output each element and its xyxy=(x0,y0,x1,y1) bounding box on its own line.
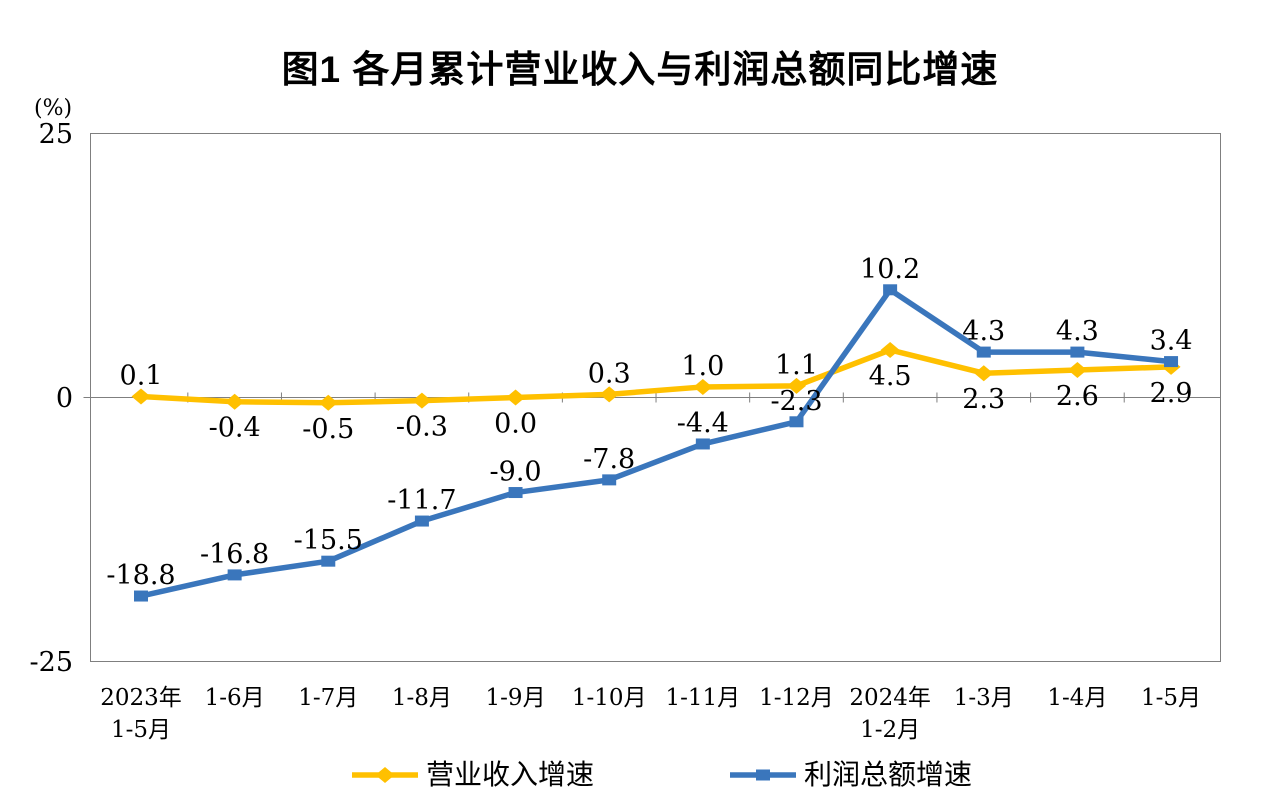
legend-label-revenue: 营业收入增速 xyxy=(426,758,595,791)
x-category-label: 1-11月 xyxy=(666,685,741,711)
data-label: 2.6 xyxy=(1056,381,1099,412)
y-tick-label: 0 xyxy=(56,383,73,414)
x-category-label: 1-6月 xyxy=(205,685,265,711)
legend-label-profit: 利润总额增速 xyxy=(804,758,973,791)
data-label: 0.3 xyxy=(588,358,631,389)
y-tick-label: 25 xyxy=(39,119,73,150)
data-label: -4.4 xyxy=(677,408,729,439)
x-category-label: 1-9月 xyxy=(486,685,546,711)
legend-item-profit: 利润总额增速 xyxy=(730,757,972,793)
y-tick-label: -25 xyxy=(30,647,73,678)
data-label: 3.4 xyxy=(1150,326,1193,357)
x-category-label: 1-7月 xyxy=(298,685,358,711)
data-label: -0.4 xyxy=(209,413,261,444)
data-label: -16.8 xyxy=(200,539,269,570)
data-point-marker xyxy=(318,394,338,411)
data-label: 2.3 xyxy=(962,384,1005,415)
data-label: -7.8 xyxy=(583,444,635,475)
data-point-marker xyxy=(880,341,900,358)
data-point-marker xyxy=(227,569,242,581)
data-point-marker xyxy=(414,515,429,527)
series-line-利润总额增速 xyxy=(138,287,1174,599)
data-point-marker xyxy=(695,438,710,450)
x-category-label: 1-4月 xyxy=(1047,685,1107,711)
data-point-marker xyxy=(131,388,151,405)
data-point-marker xyxy=(1067,362,1087,379)
x-category-label: 1-5月 xyxy=(111,717,171,743)
legend-item-revenue: 营业收入增速 xyxy=(352,757,594,793)
data-label: -9.0 xyxy=(490,457,542,488)
data-label: 1.1 xyxy=(775,350,818,381)
data-point-marker xyxy=(508,487,523,499)
data-label: 2.9 xyxy=(1150,378,1193,409)
y-axis-unit-label: (%) xyxy=(34,96,73,121)
x-category-label: 2024年 xyxy=(849,685,931,711)
chart-title: 图1 各月累计营业收入与利润总额同比增速 xyxy=(281,49,999,90)
data-point-marker xyxy=(506,389,526,406)
x-category-label: 1-8月 xyxy=(392,685,452,711)
data-point-marker xyxy=(134,590,148,602)
x-category-label: 1-12月 xyxy=(759,685,834,711)
chart-legend: 营业收入增速 利润总额增速 xyxy=(0,757,1280,793)
data-label: -2.3 xyxy=(770,386,822,417)
data-label: -11.7 xyxy=(387,485,456,516)
data-point-marker xyxy=(412,392,432,409)
data-label: 0.0 xyxy=(494,409,537,440)
data-label: 4.3 xyxy=(1056,316,1099,347)
data-label: 4.5 xyxy=(869,361,912,392)
data-point-marker xyxy=(883,284,898,296)
data-point-marker xyxy=(976,346,991,358)
data-label: 1.0 xyxy=(681,351,724,382)
x-category-label: 1-5月 xyxy=(1141,685,1201,711)
data-label: -0.3 xyxy=(396,412,448,443)
data-point-marker xyxy=(786,377,806,394)
data-point-marker xyxy=(974,365,994,382)
revenue-line-diamond-icon xyxy=(352,767,418,783)
data-point-marker xyxy=(1164,356,1179,368)
x-category-label: 1-3月 xyxy=(954,685,1014,711)
x-category-label: 2023年 xyxy=(100,685,182,711)
data-point-marker xyxy=(789,416,804,428)
data-label: -18.8 xyxy=(106,560,175,591)
data-label: 10.2 xyxy=(860,254,920,285)
data-point-marker xyxy=(225,393,245,410)
data-label: 4.3 xyxy=(962,316,1005,347)
data-point-marker xyxy=(599,386,619,403)
x-category-label: 1-2月 xyxy=(860,717,920,743)
data-label: -0.5 xyxy=(302,414,354,445)
x-category-label: 1-10月 xyxy=(572,685,647,711)
data-label: -15.5 xyxy=(294,525,363,556)
data-label: 0.1 xyxy=(120,360,163,391)
series-line-营业收入增速 xyxy=(138,347,1174,406)
data-point-marker xyxy=(321,555,336,567)
data-point-marker xyxy=(693,378,713,395)
data-point-marker xyxy=(602,474,617,486)
profit-line-square-icon xyxy=(730,769,796,781)
data-point-marker xyxy=(1070,346,1085,358)
